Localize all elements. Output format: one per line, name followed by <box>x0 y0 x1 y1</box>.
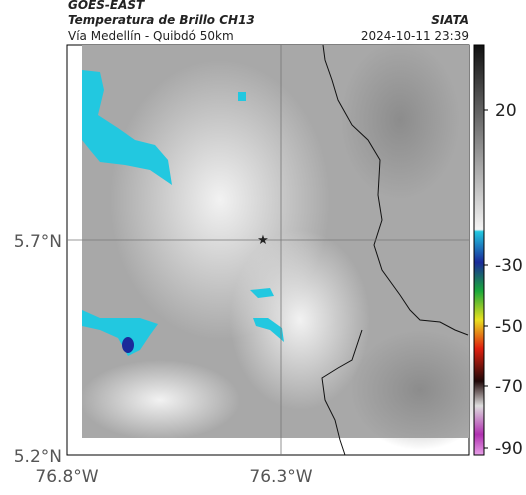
colorbar-label: -90 <box>495 439 523 459</box>
cloud-core <box>122 337 134 353</box>
lat-label: 5.2°N <box>14 447 62 467</box>
map-panel: ★ <box>66 40 490 456</box>
cloud <box>253 318 284 342</box>
colorbar-label: -30 <box>495 256 523 276</box>
lat-label: 5.7°N <box>14 232 62 252</box>
subtitle: Vía Medellín - Quibdó 50km <box>68 29 234 43</box>
city-marker: ★ <box>257 233 269 248</box>
warm-area <box>230 230 370 410</box>
colorbar-label: -70 <box>495 377 523 397</box>
cloud <box>250 288 274 298</box>
cloud <box>82 310 158 356</box>
cool-area <box>340 40 460 200</box>
lon-label: 76.8°W <box>35 467 98 487</box>
colorbar-label: -50 <box>495 317 523 337</box>
brand: SIATA <box>431 13 469 27</box>
cloud <box>82 70 172 185</box>
timestamp: 2024-10-11 23:39 <box>361 29 469 43</box>
warm-area <box>80 360 240 440</box>
cool-area <box>350 330 490 450</box>
title: Temperatura de Brillo CH13 <box>68 13 255 27</box>
lon-label: 76.3°W <box>249 467 312 487</box>
colorbar: 20 -30 -50 -70 -90 <box>473 44 523 459</box>
source: GOES-EAST <box>68 0 145 12</box>
colorbar-scale <box>473 44 485 456</box>
border <box>321 44 469 456</box>
colorbar-label: 20 <box>495 101 517 121</box>
cloud <box>238 92 246 101</box>
